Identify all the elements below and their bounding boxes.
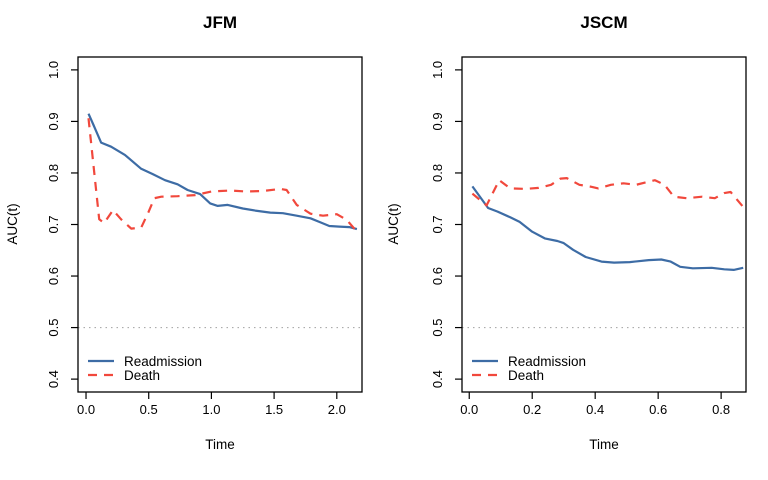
y-tick-label: 0.7	[46, 215, 61, 233]
plot-area-jfm: 0.0 0.5 1.0 1.5 2.0 0.4 0.5 0.6 0.7 0.8 0.9 1.0	[46, 56, 363, 417]
legend-jfm: Readmission Death	[88, 354, 202, 383]
panel-title-jfm: JFM	[203, 13, 237, 32]
y-tick-label: 1.0	[430, 61, 445, 79]
legend-death-label: Death	[124, 368, 160, 383]
y-tick-label: 0.4	[46, 370, 61, 388]
series-line-readmission	[471, 185, 744, 271]
plot-box	[77, 56, 363, 393]
y-axis-label-jscm: AUC(t)	[386, 203, 401, 244]
panel-title-jscm: JSCM	[580, 13, 627, 32]
x-axis-label-jscm: Time	[589, 437, 619, 452]
x-tick-label: 0.5	[140, 402, 158, 417]
legend-death-label: Death	[508, 368, 544, 383]
x-tick-label: 0.6	[649, 402, 667, 417]
x-tick-label: 0.0	[77, 402, 95, 417]
panel-jscm: JSCM 0.0 0.2 0.4 0.6 0.8 0.4 0.5 0.6 0.7 0.8 0.9 1.…	[386, 13, 747, 452]
legend-readmission-label: Readmission	[124, 354, 202, 369]
y-tick-label: 0.4	[430, 370, 445, 388]
y-tick-label: 0.8	[430, 164, 445, 182]
plot-area-jscm: 0.0 0.2 0.4 0.6 0.8 0.4 0.5 0.6 0.7 0.8 0.9 1.0	[430, 56, 747, 417]
legend-jscm: Readmission Death	[472, 354, 586, 383]
y-tick-label: 0.7	[430, 215, 445, 233]
x-tick-label: 1.0	[202, 402, 220, 417]
series-line-death	[471, 177, 745, 208]
y-tick-label: 0.8	[46, 164, 61, 182]
y-tick-label: 0.6	[46, 267, 61, 285]
y-axis-label-jfm: AUC(t)	[5, 203, 20, 244]
y-tick-label: 0.5	[430, 319, 445, 337]
series-line-death	[87, 118, 358, 233]
y-tick-label: 1.0	[46, 61, 61, 79]
x-tick-label: 0.2	[523, 402, 541, 417]
x-axis-label-jfm: Time	[205, 437, 235, 452]
x-tick-label: 0.4	[586, 402, 604, 417]
y-tick-label: 0.9	[430, 112, 445, 130]
y-tick-label: 0.9	[46, 112, 61, 130]
series-line-readmission	[87, 113, 358, 231]
plot-box	[461, 56, 747, 393]
x-tick-label: 2.0	[328, 402, 346, 417]
y-tick-label: 0.6	[430, 267, 445, 285]
x-tick-label: 0.8	[712, 402, 730, 417]
legend-readmission-label: Readmission	[508, 354, 586, 369]
y-tick-label: 0.5	[46, 319, 61, 337]
panel-jfm: JFM 0.0 0.5 1.0 1.5 2.0 0.4 0.5 0.6 0.7 0.8 0.9 1.0…	[5, 13, 363, 452]
x-tick-label: 0.0	[460, 402, 478, 417]
x-tick-label: 1.5	[265, 402, 283, 417]
